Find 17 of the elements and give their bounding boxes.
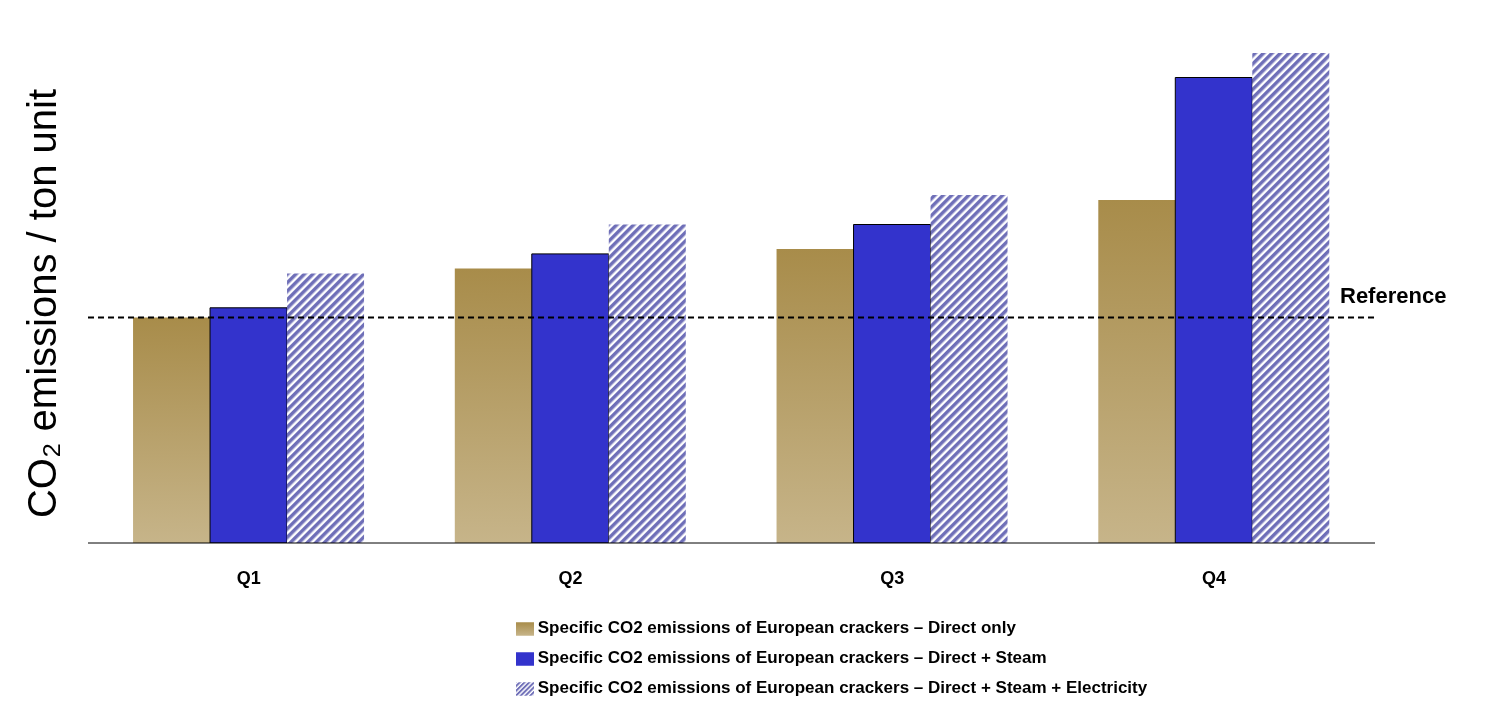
bar <box>454 268 532 543</box>
x-tick-label: Q1 <box>236 567 261 588</box>
bar <box>133 317 211 543</box>
legend-label: Specific CO2 emissions of European crackers – Direct + Steam <box>537 648 1047 667</box>
x-tick-label: Q2 <box>558 567 583 588</box>
y-axis-title: CO₂ emissions / ton unit <box>20 88 66 518</box>
legend-label: Specific CO2 emissions of European crackers – Direct + Steam + Electricity <box>537 678 1148 697</box>
x-tick-label: Q4 <box>1202 567 1227 588</box>
bar <box>1252 53 1330 543</box>
ref-line-label: Reference <box>1340 283 1447 309</box>
bar <box>1098 200 1176 543</box>
bar <box>287 273 365 543</box>
x-tick-label: Q3 <box>880 567 905 588</box>
bar <box>608 224 686 543</box>
bar <box>776 249 854 543</box>
bar <box>930 195 1008 543</box>
legend-label: Specific CO2 emissions of European crackers – Direct only <box>537 618 1016 637</box>
